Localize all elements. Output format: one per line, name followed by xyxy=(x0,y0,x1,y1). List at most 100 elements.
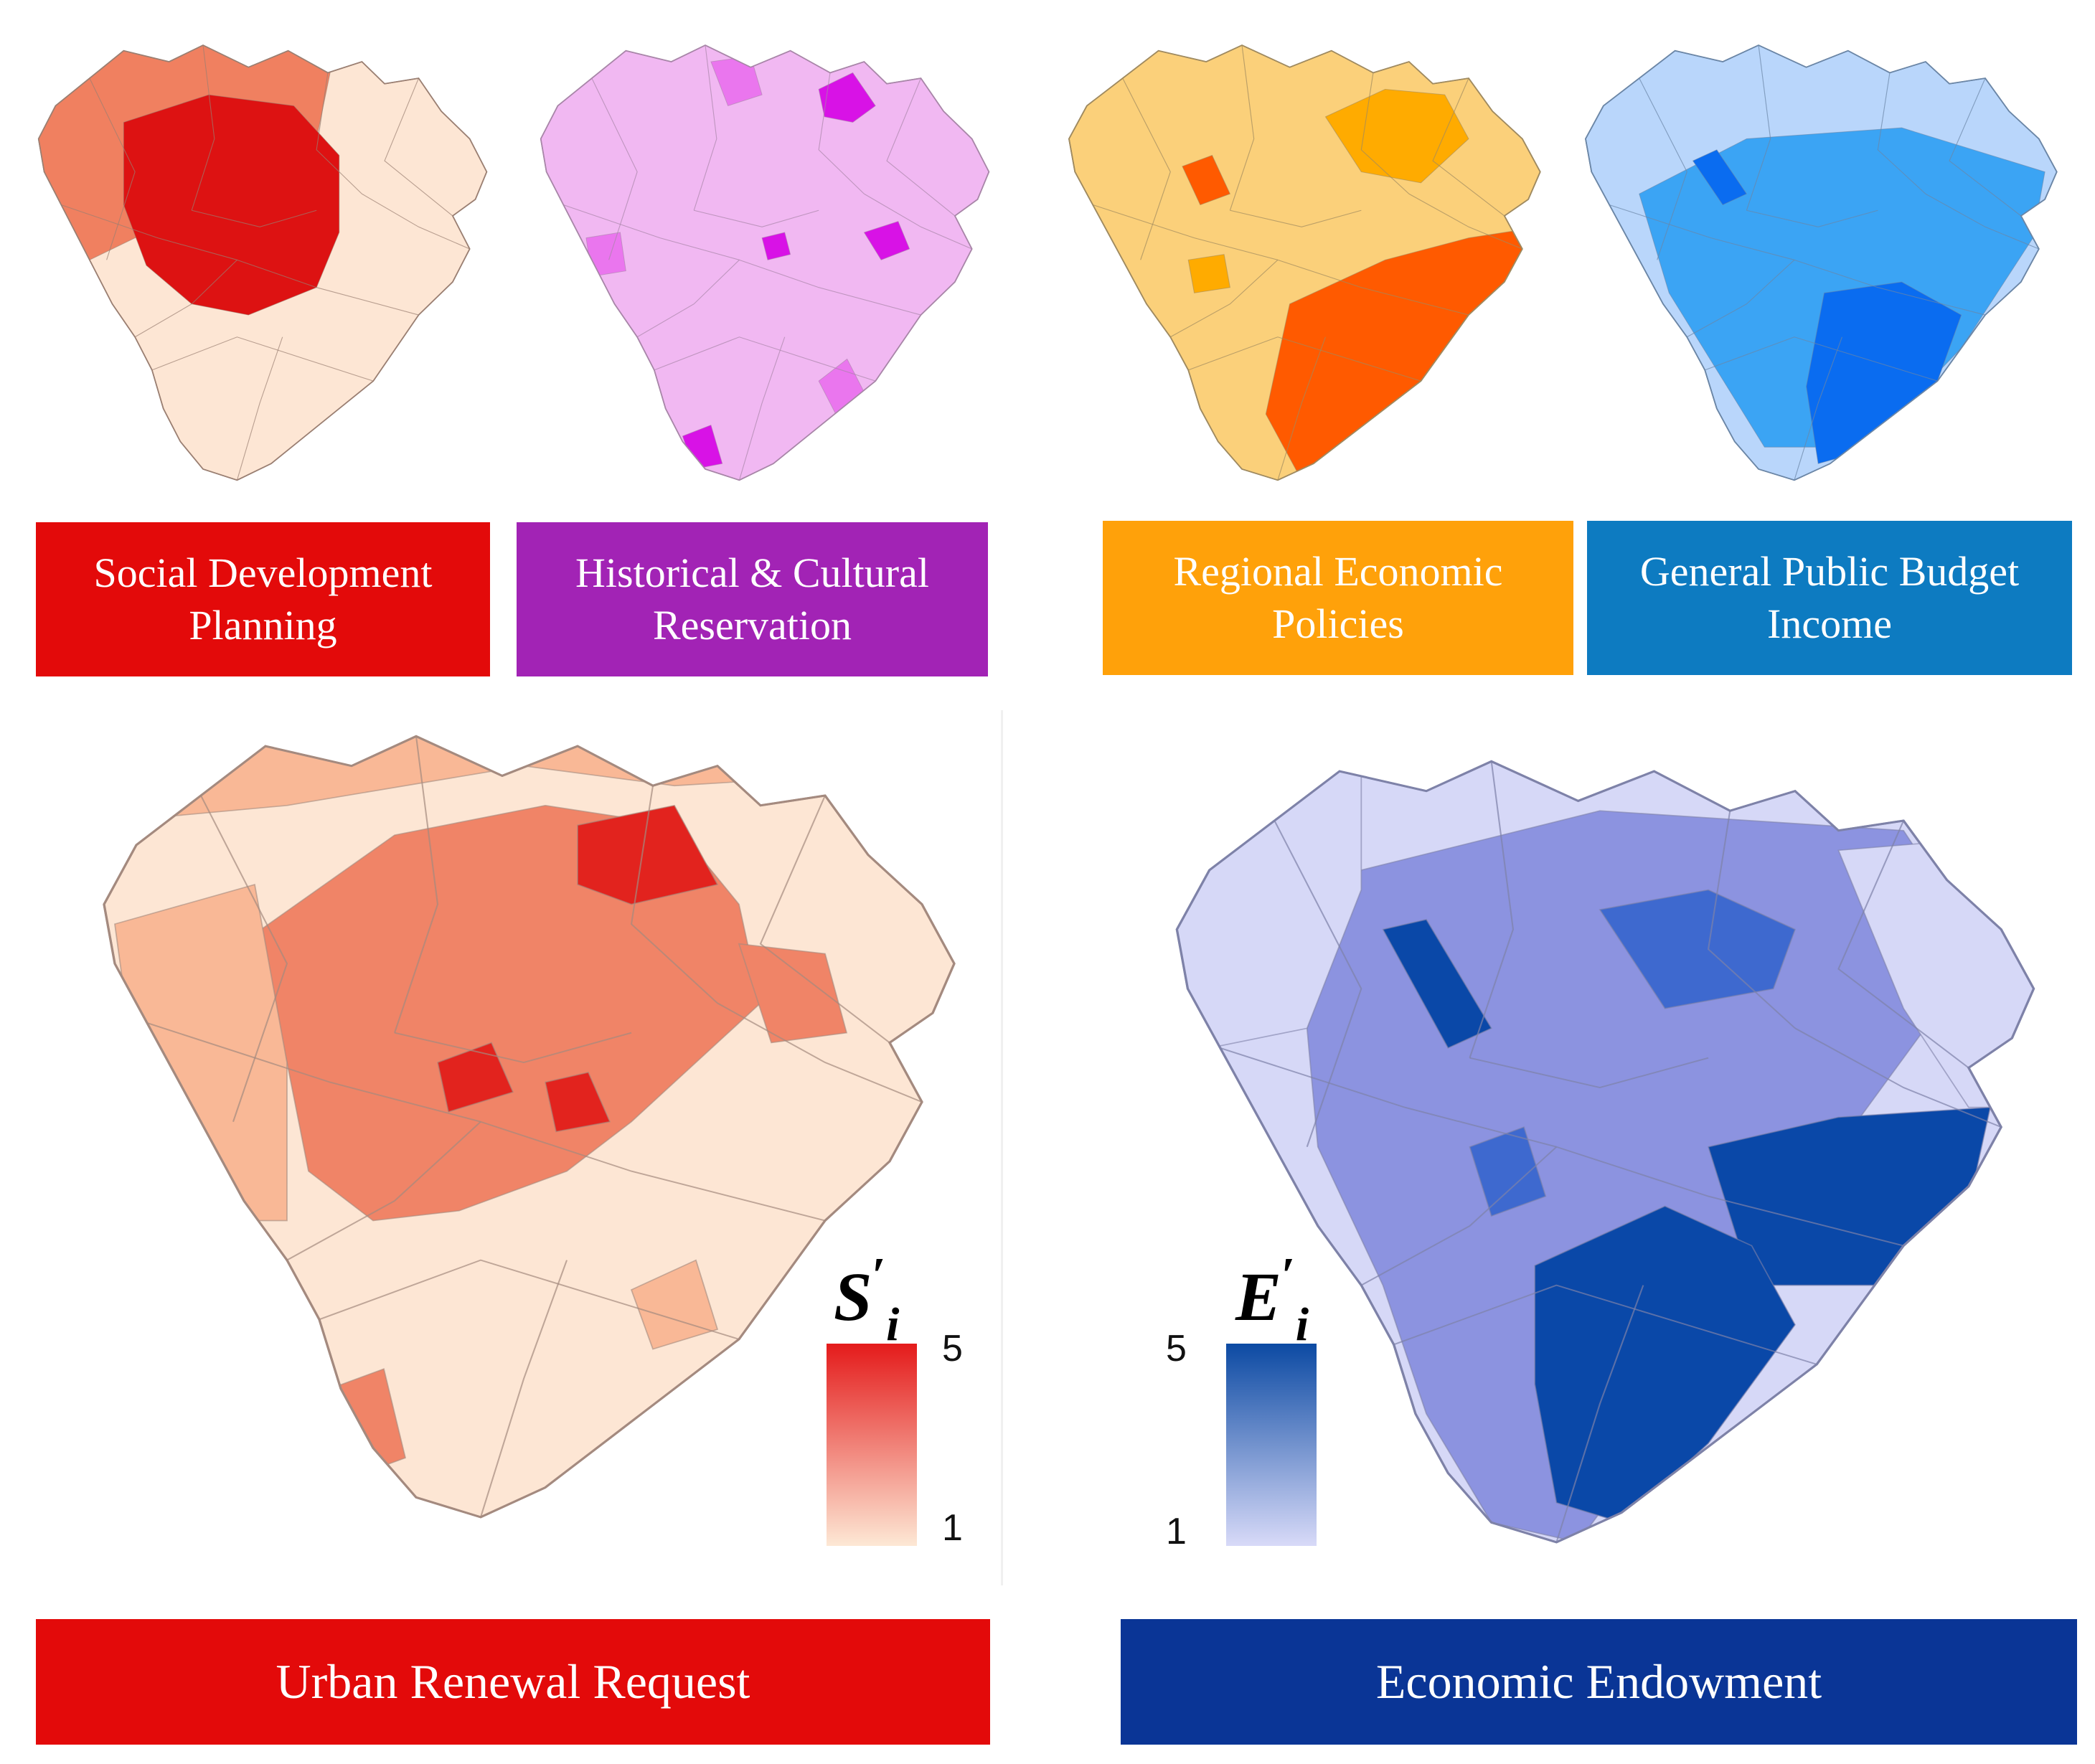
label-text: Historical & Cultural Reservation xyxy=(575,550,929,648)
district-boundary xyxy=(1093,204,1279,260)
district-boundary xyxy=(1122,77,1171,260)
map-social-development xyxy=(22,29,509,502)
legend-symbol-subscript: i xyxy=(1295,1298,1309,1352)
district-boundary xyxy=(1556,1146,1904,1247)
legend-max-e: 5 xyxy=(1166,1328,1187,1369)
label-social-development: Social Development Planning xyxy=(36,522,490,676)
district-boundary xyxy=(134,259,237,338)
district-boundary xyxy=(394,1032,632,1064)
legend-symbol-letter: S xyxy=(834,1258,872,1335)
region-southeast-spot xyxy=(630,1259,719,1350)
label-text: Urban Renewal Request xyxy=(276,1654,750,1709)
district-boundary xyxy=(191,45,215,211)
district-boundary xyxy=(1746,45,1771,211)
legend-min-s: 1 xyxy=(942,1507,963,1549)
district-boundary xyxy=(738,336,786,481)
map-regional-economic xyxy=(1051,29,1564,502)
district-boundary xyxy=(1794,336,1842,481)
legend-symbol-letter: E xyxy=(1235,1258,1282,1335)
region-east-spot xyxy=(738,943,848,1044)
label-historical-cultural: Historical & Cultural Reservation xyxy=(517,522,988,676)
district-boundary xyxy=(200,795,288,1123)
district-boundary xyxy=(362,193,470,250)
district-boundary xyxy=(1639,77,1687,260)
district-boundary xyxy=(1274,820,1362,1148)
district-boundary xyxy=(384,77,453,217)
legend-symbol-subscript: i xyxy=(886,1298,900,1352)
legend-symbol-prime: ′ xyxy=(872,1248,887,1303)
district-boundary xyxy=(1169,259,1279,338)
region-northeast xyxy=(1324,88,1469,184)
district-boundary xyxy=(630,786,718,1004)
region-east-hotspot xyxy=(544,1071,611,1133)
district-boundary xyxy=(654,336,876,382)
region-west xyxy=(114,883,288,1222)
district-boundary xyxy=(1432,77,1505,217)
district-boundary xyxy=(89,77,136,260)
district-boundary xyxy=(694,209,819,227)
label-text: Regional Economic Policies xyxy=(1173,548,1503,647)
district-boundary xyxy=(61,204,237,260)
region-west-strip xyxy=(1382,918,1492,1050)
district-boundary xyxy=(693,45,717,211)
label-urban-renewal: Urban Renewal Request xyxy=(36,1619,990,1745)
district-boundary xyxy=(1686,259,1795,338)
legend-symbol-s: S′i xyxy=(834,1248,899,1351)
district-boundary xyxy=(886,77,956,217)
district-boundary xyxy=(636,259,740,338)
district-boundary xyxy=(1230,209,1362,227)
district-boundary xyxy=(1360,72,1410,194)
legend-max-s: 5 xyxy=(942,1328,963,1369)
district-boundary xyxy=(1609,204,1795,260)
label-economic-endowment: Economic Endowment xyxy=(1121,1619,2077,1745)
region-spot-center xyxy=(761,232,791,260)
map-urban-renewal xyxy=(72,707,997,1557)
district-boundary xyxy=(1794,259,1986,316)
map-regions xyxy=(1609,45,2045,481)
map-public-budget xyxy=(1568,29,2081,502)
district-boundary xyxy=(316,72,362,194)
region-west-strip xyxy=(1692,149,1748,206)
district-boundary xyxy=(563,204,740,260)
district-boundary xyxy=(1877,72,1926,194)
district-boundary xyxy=(1220,1047,1557,1148)
district-boundary xyxy=(1746,209,1878,227)
district-boundary xyxy=(717,1002,923,1103)
region-spot-northeast xyxy=(818,72,876,123)
district-boundary xyxy=(591,77,638,260)
district-boundary xyxy=(237,259,419,316)
legend-symbol-e: E′i xyxy=(1235,1248,1309,1351)
district-boundary xyxy=(146,1022,481,1123)
map-economic-endowment xyxy=(1144,732,2077,1582)
district-boundary xyxy=(1408,193,1523,250)
map-regions xyxy=(1093,45,1540,481)
district-boundary xyxy=(1707,811,1796,1029)
district-boundary xyxy=(1469,761,1515,1058)
panel-divider xyxy=(1001,710,1003,1585)
district-boundary xyxy=(393,736,439,1033)
district-boundary xyxy=(286,1121,481,1261)
region-spot-east xyxy=(863,221,910,260)
region-west-spot xyxy=(1187,254,1230,293)
legend-gradient-bar-e xyxy=(1226,1344,1317,1546)
district-boundary xyxy=(759,795,890,1044)
district-boundary xyxy=(1794,1027,2002,1128)
district-boundary xyxy=(1277,336,1326,481)
district-boundary xyxy=(1393,1284,1817,1365)
legend-symbol-prime: ′ xyxy=(1281,1248,1296,1303)
district-boundary xyxy=(1705,336,1938,382)
legend-gradient-bar-s xyxy=(827,1344,917,1546)
district-boundary xyxy=(739,259,921,316)
district-boundary xyxy=(1837,820,1969,1069)
map-historical-cultural xyxy=(524,29,1012,502)
label-regional-economic: Regional Economic Policies xyxy=(1103,521,1573,675)
label-text: General Public Budget Income xyxy=(1639,548,2020,647)
district-boundary xyxy=(1555,1285,1644,1542)
map-regions xyxy=(563,45,972,481)
district-boundary xyxy=(1277,259,1469,316)
map-regions xyxy=(38,45,470,481)
district-boundary xyxy=(864,193,972,250)
district-boundary xyxy=(1925,193,2040,250)
region-core-hotspot xyxy=(436,1042,514,1113)
region-south xyxy=(1534,1205,1797,1524)
